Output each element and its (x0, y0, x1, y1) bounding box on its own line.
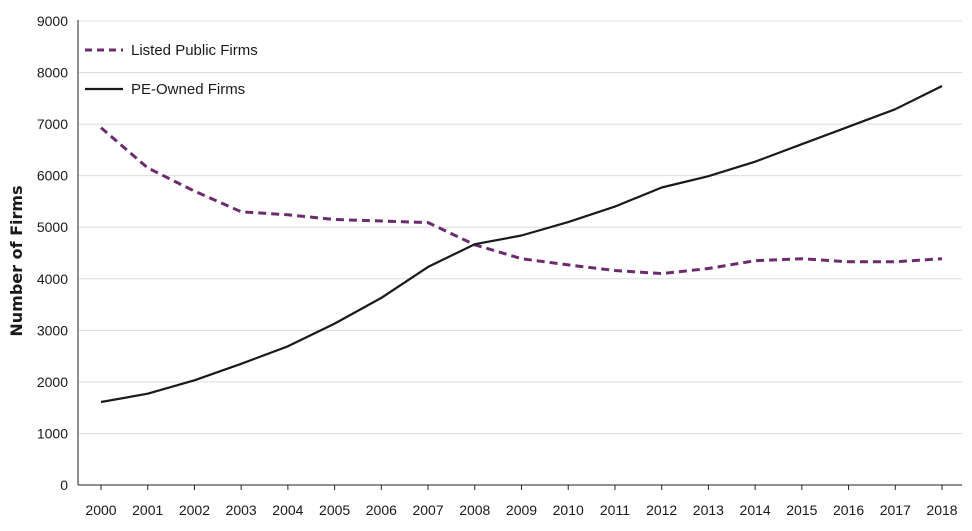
y-axis-label: Number of Firms (7, 185, 26, 336)
x-tick-label: 2001 (132, 502, 163, 518)
y-tick-labels: 0 1000 2000 3000 4000 5000 6000 7000 8000 9000 (37, 13, 68, 493)
x-tick-label: 2006 (366, 502, 397, 518)
y-tick-label: 5000 (37, 219, 68, 235)
x-tick-label: 2012 (646, 502, 677, 518)
x-tick-label: 2004 (272, 502, 303, 518)
y-tick-label: 3000 (37, 322, 68, 338)
x-tick-label: 2007 (412, 502, 443, 518)
x-tick-label: 2016 (833, 502, 864, 518)
series-line-listed-public-firms (100, 126, 943, 276)
x-tick-label: 2008 (459, 502, 490, 518)
legend-label: Listed Public Firms (131, 42, 258, 59)
legend: Listed Public Firms PE-Owned Firms (85, 42, 258, 98)
y-tick-label: 6000 (37, 168, 68, 184)
gridlines (78, 20, 962, 434)
x-tick-label: 2009 (506, 502, 537, 518)
x-tick-label: 2002 (179, 502, 210, 518)
series-line-pe-owned-firms (100, 85, 943, 404)
x-tick-label: 2015 (786, 502, 817, 518)
y-tick-label: 4000 (37, 271, 68, 287)
y-tick-label: 1000 (37, 425, 68, 441)
x-tick-label: 2003 (226, 502, 257, 518)
y-tick-label: 8000 (37, 65, 68, 81)
x-tick-label: 2014 (740, 502, 771, 518)
y-tick-label: 2000 (37, 374, 68, 390)
x-tick-label: 2010 (553, 502, 584, 518)
axes (77, 20, 962, 490)
x-tick-label: 2018 (926, 502, 957, 518)
x-tick-labels: 2000 2001 2002 2003 2004 2005 2006 2007 2008 2009… (85, 502, 957, 518)
x-tick-label: 2005 (319, 502, 350, 518)
y-tick-label: 0 (60, 477, 68, 493)
x-tick-label: 2011 (600, 502, 630, 518)
series-lines (100, 85, 943, 404)
y-tick-label: 9000 (37, 13, 68, 29)
x-tick-label: 2000 (85, 502, 116, 518)
x-tick-label: 2013 (693, 502, 724, 518)
x-tick-label: 2017 (880, 502, 911, 518)
y-tick-label: 7000 (37, 116, 68, 132)
legend-label: PE-Owned Firms (131, 81, 245, 98)
